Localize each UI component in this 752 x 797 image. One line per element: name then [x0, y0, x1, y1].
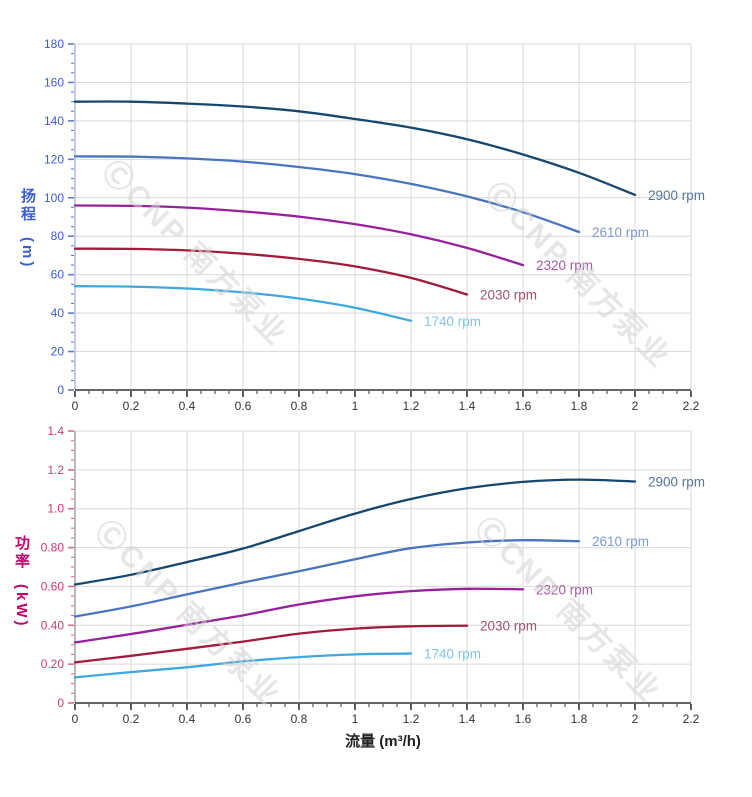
y-tick-label: 60 — [51, 268, 65, 282]
x-tick-label: 1 — [352, 712, 359, 726]
head-label-2030-rpm: 2030 rpm — [480, 287, 537, 302]
y-axis-title-head-unit: (m) — [19, 237, 36, 270]
y-axis-title-head: 扬程 (m) — [19, 188, 36, 270]
head-curve-2030-rpm — [73, 247, 469, 296]
x-tick-label: 0.4 — [179, 399, 196, 413]
x-axis-title-flow: 流量 (m³/h) — [345, 733, 421, 750]
y-tick-label: 80 — [51, 229, 65, 243]
y-axis-title-power-unit: (kW) — [13, 584, 30, 629]
head-label-1740-rpm: 1740 rpm — [424, 314, 481, 329]
x-tick-label: 1.4 — [459, 399, 476, 413]
x-tick-label: 0.2 — [123, 399, 140, 413]
y-tick-label: 180 — [44, 37, 64, 51]
x-tick-label: 0.2 — [123, 712, 140, 726]
y-tick-label: 40 — [51, 306, 65, 320]
x-tick-label: 0.4 — [179, 712, 196, 726]
y-tick-label: 0 — [57, 696, 64, 710]
power-label-2610-rpm: 2610 rpm — [592, 534, 649, 549]
y-tick-label: 140 — [44, 114, 64, 128]
power-curve-2030-rpm — [73, 624, 469, 664]
head-chart: 0 20 40 60 80 100 120 140 160 180 0 0.2 0.4 0.6 0.8 1 1.… — [44, 37, 705, 413]
y-tick-label: 0.20 — [41, 657, 65, 671]
x-tick-label: 0 — [72, 399, 79, 413]
y-tick-label: 120 — [44, 152, 64, 166]
x-tick-label: 2 — [632, 399, 639, 413]
y-axis-title-head-text: 扬程 — [19, 188, 36, 224]
y-axis-title-power-text: 功率 — [13, 535, 30, 571]
x-tick-label: 0.8 — [291, 399, 308, 413]
head-curve-2610-rpm — [73, 155, 581, 234]
x-tick-label: 1.6 — [515, 399, 532, 413]
head-curve-2320-rpm — [73, 204, 525, 267]
x-tick-label: 0 — [72, 712, 79, 726]
y-tick-label: 100 — [44, 191, 64, 205]
power-curve-1740-rpm — [73, 652, 413, 679]
head-curve-1740-rpm — [73, 285, 413, 322]
head-curve-2900-rpm — [73, 100, 637, 197]
power-label-2030-rpm: 2030 rpm — [480, 619, 537, 634]
x-tick-label: 1.2 — [403, 712, 420, 726]
y-tick-label: 0.80 — [41, 541, 65, 555]
x-tick-label: 1.8 — [571, 712, 588, 726]
x-tick-label: 2 — [632, 712, 639, 726]
head-label-2610-rpm: 2610 rpm — [592, 225, 649, 240]
x-tick-label: 1 — [352, 399, 359, 413]
x-tick-label: 0.6 — [235, 399, 252, 413]
y-tick-label: 1.4 — [47, 424, 64, 438]
y-tick-label: 160 — [44, 75, 64, 89]
y-tick-label: 0 — [57, 383, 64, 397]
x-tick-label: 1.8 — [571, 399, 588, 413]
x-tick-label: 2.2 — [683, 712, 700, 726]
x-tick-label: 0.8 — [291, 712, 308, 726]
x-tick-label: 1.2 — [403, 399, 420, 413]
power-chart: 0 0.20 0.40 0.60 0.80 1.0 1.2 1.4 0 0.2 0.4 0.6 0.8 1… — [41, 424, 705, 726]
x-tick-label: 1.4 — [459, 712, 476, 726]
x-tick-label: 1.6 — [515, 712, 532, 726]
y-tick-label: 1.2 — [47, 463, 64, 477]
power-curve-2610-rpm — [73, 539, 581, 618]
x-tick-label: 0.6 — [235, 712, 252, 726]
power-curve-2320-rpm — [73, 587, 525, 644]
y-tick-label: 1.0 — [47, 502, 64, 516]
head-label-2900-rpm: 2900 rpm — [648, 188, 705, 203]
power-label-2320-rpm: 2320 rpm — [536, 582, 593, 597]
y-axis-title-power: 功率 (kW) — [13, 535, 30, 629]
power-label-2900-rpm: 2900 rpm — [648, 475, 705, 490]
y-tick-label: 0.40 — [41, 618, 65, 632]
head-label-2320-rpm: 2320 rpm — [536, 258, 593, 273]
power-curve-2900-rpm — [73, 478, 637, 586]
y-tick-label: 20 — [51, 345, 65, 359]
y-tick-label: 0.60 — [41, 579, 65, 593]
x-tick-label: 2.2 — [683, 399, 700, 413]
power-label-1740-rpm: 1740 rpm — [424, 646, 481, 661]
